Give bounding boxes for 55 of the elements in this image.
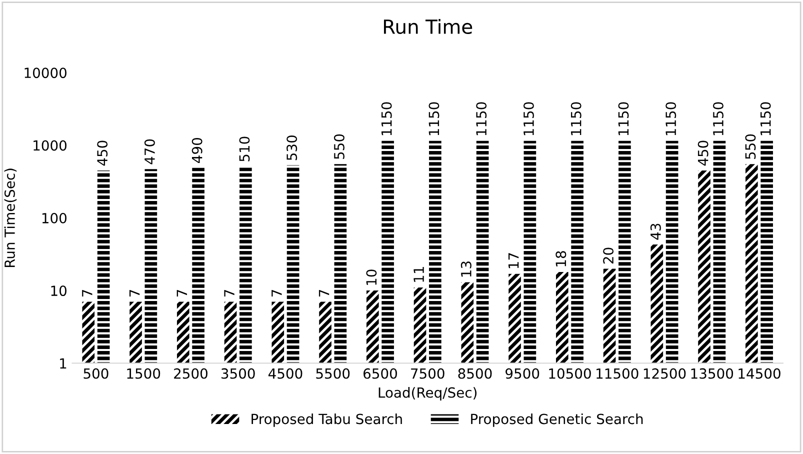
data-label: 7	[318, 290, 330, 297]
data-label: 1150	[712, 102, 724, 136]
y-tick-label: 1	[60, 358, 66, 368]
y-tick-label: 10	[51, 286, 66, 296]
x-tick-label: 6500	[364, 368, 397, 379]
data-label: 550	[334, 134, 344, 159]
x-tick-label: 12500	[644, 368, 686, 379]
data-label: 1150	[618, 102, 629, 136]
x-tick-label: 13500	[691, 368, 734, 379]
x-tick-label: 4500	[268, 368, 302, 379]
y-tick-label: 10000	[24, 68, 66, 78]
x-tick-label: 11500	[596, 368, 638, 379]
x-tick-label: 14500	[738, 368, 780, 379]
data-label: 7	[272, 290, 282, 297]
legend-label: Proposed Genetic Search	[471, 413, 643, 427]
data-label: 1150	[760, 102, 771, 136]
x-tick-label: 7500	[411, 368, 444, 379]
data-label: 7	[82, 290, 92, 297]
data-label: 1150	[523, 102, 534, 136]
x-tick-label: 5500	[316, 368, 350, 379]
data-label: 11	[414, 266, 424, 282]
x-tick-label: 1500	[127, 368, 160, 379]
data-label: 510	[239, 136, 250, 162]
x-tick-label: 8500	[458, 368, 492, 379]
data-label: 1150	[476, 102, 487, 136]
data-label: 20	[603, 248, 614, 264]
chart-title: Run Time	[384, 18, 472, 34]
data-label: 18	[556, 251, 566, 266]
x-tick-label: 9500	[506, 368, 540, 379]
data-label: 1150	[666, 102, 676, 136]
x-tick-label: 500	[84, 368, 108, 379]
data-label: 1150	[428, 102, 440, 136]
data-label: 10	[366, 270, 377, 285]
data-label: 7	[129, 290, 140, 297]
data-label: 530	[286, 136, 298, 160]
data-label: 450	[97, 140, 108, 166]
data-label: 7	[224, 290, 234, 297]
y-tick-label: 100	[42, 212, 66, 224]
data-label: 470	[144, 139, 155, 164]
y-axis-title: Run Time(Sec)	[4, 168, 17, 267]
data-label: 43	[650, 224, 661, 240]
data-label: 1150	[381, 102, 392, 136]
x-axis-title: Load(Req/Sec)	[378, 387, 477, 400]
y-tick-label: 1000	[34, 140, 66, 151]
data-label: 17	[508, 253, 519, 268]
data-label: 450	[698, 140, 708, 166]
legend-label: Proposed Tabu Search	[252, 413, 402, 427]
data-label: 550	[745, 134, 756, 159]
data-label: 1150	[570, 102, 582, 136]
data-label: 13	[460, 262, 472, 277]
data-label: 490	[192, 138, 202, 163]
data-label: 7	[176, 290, 187, 297]
x-tick-label: 10500	[549, 368, 591, 379]
x-tick-label: 2500	[174, 368, 208, 379]
x-tick-label: 3500	[221, 368, 255, 379]
